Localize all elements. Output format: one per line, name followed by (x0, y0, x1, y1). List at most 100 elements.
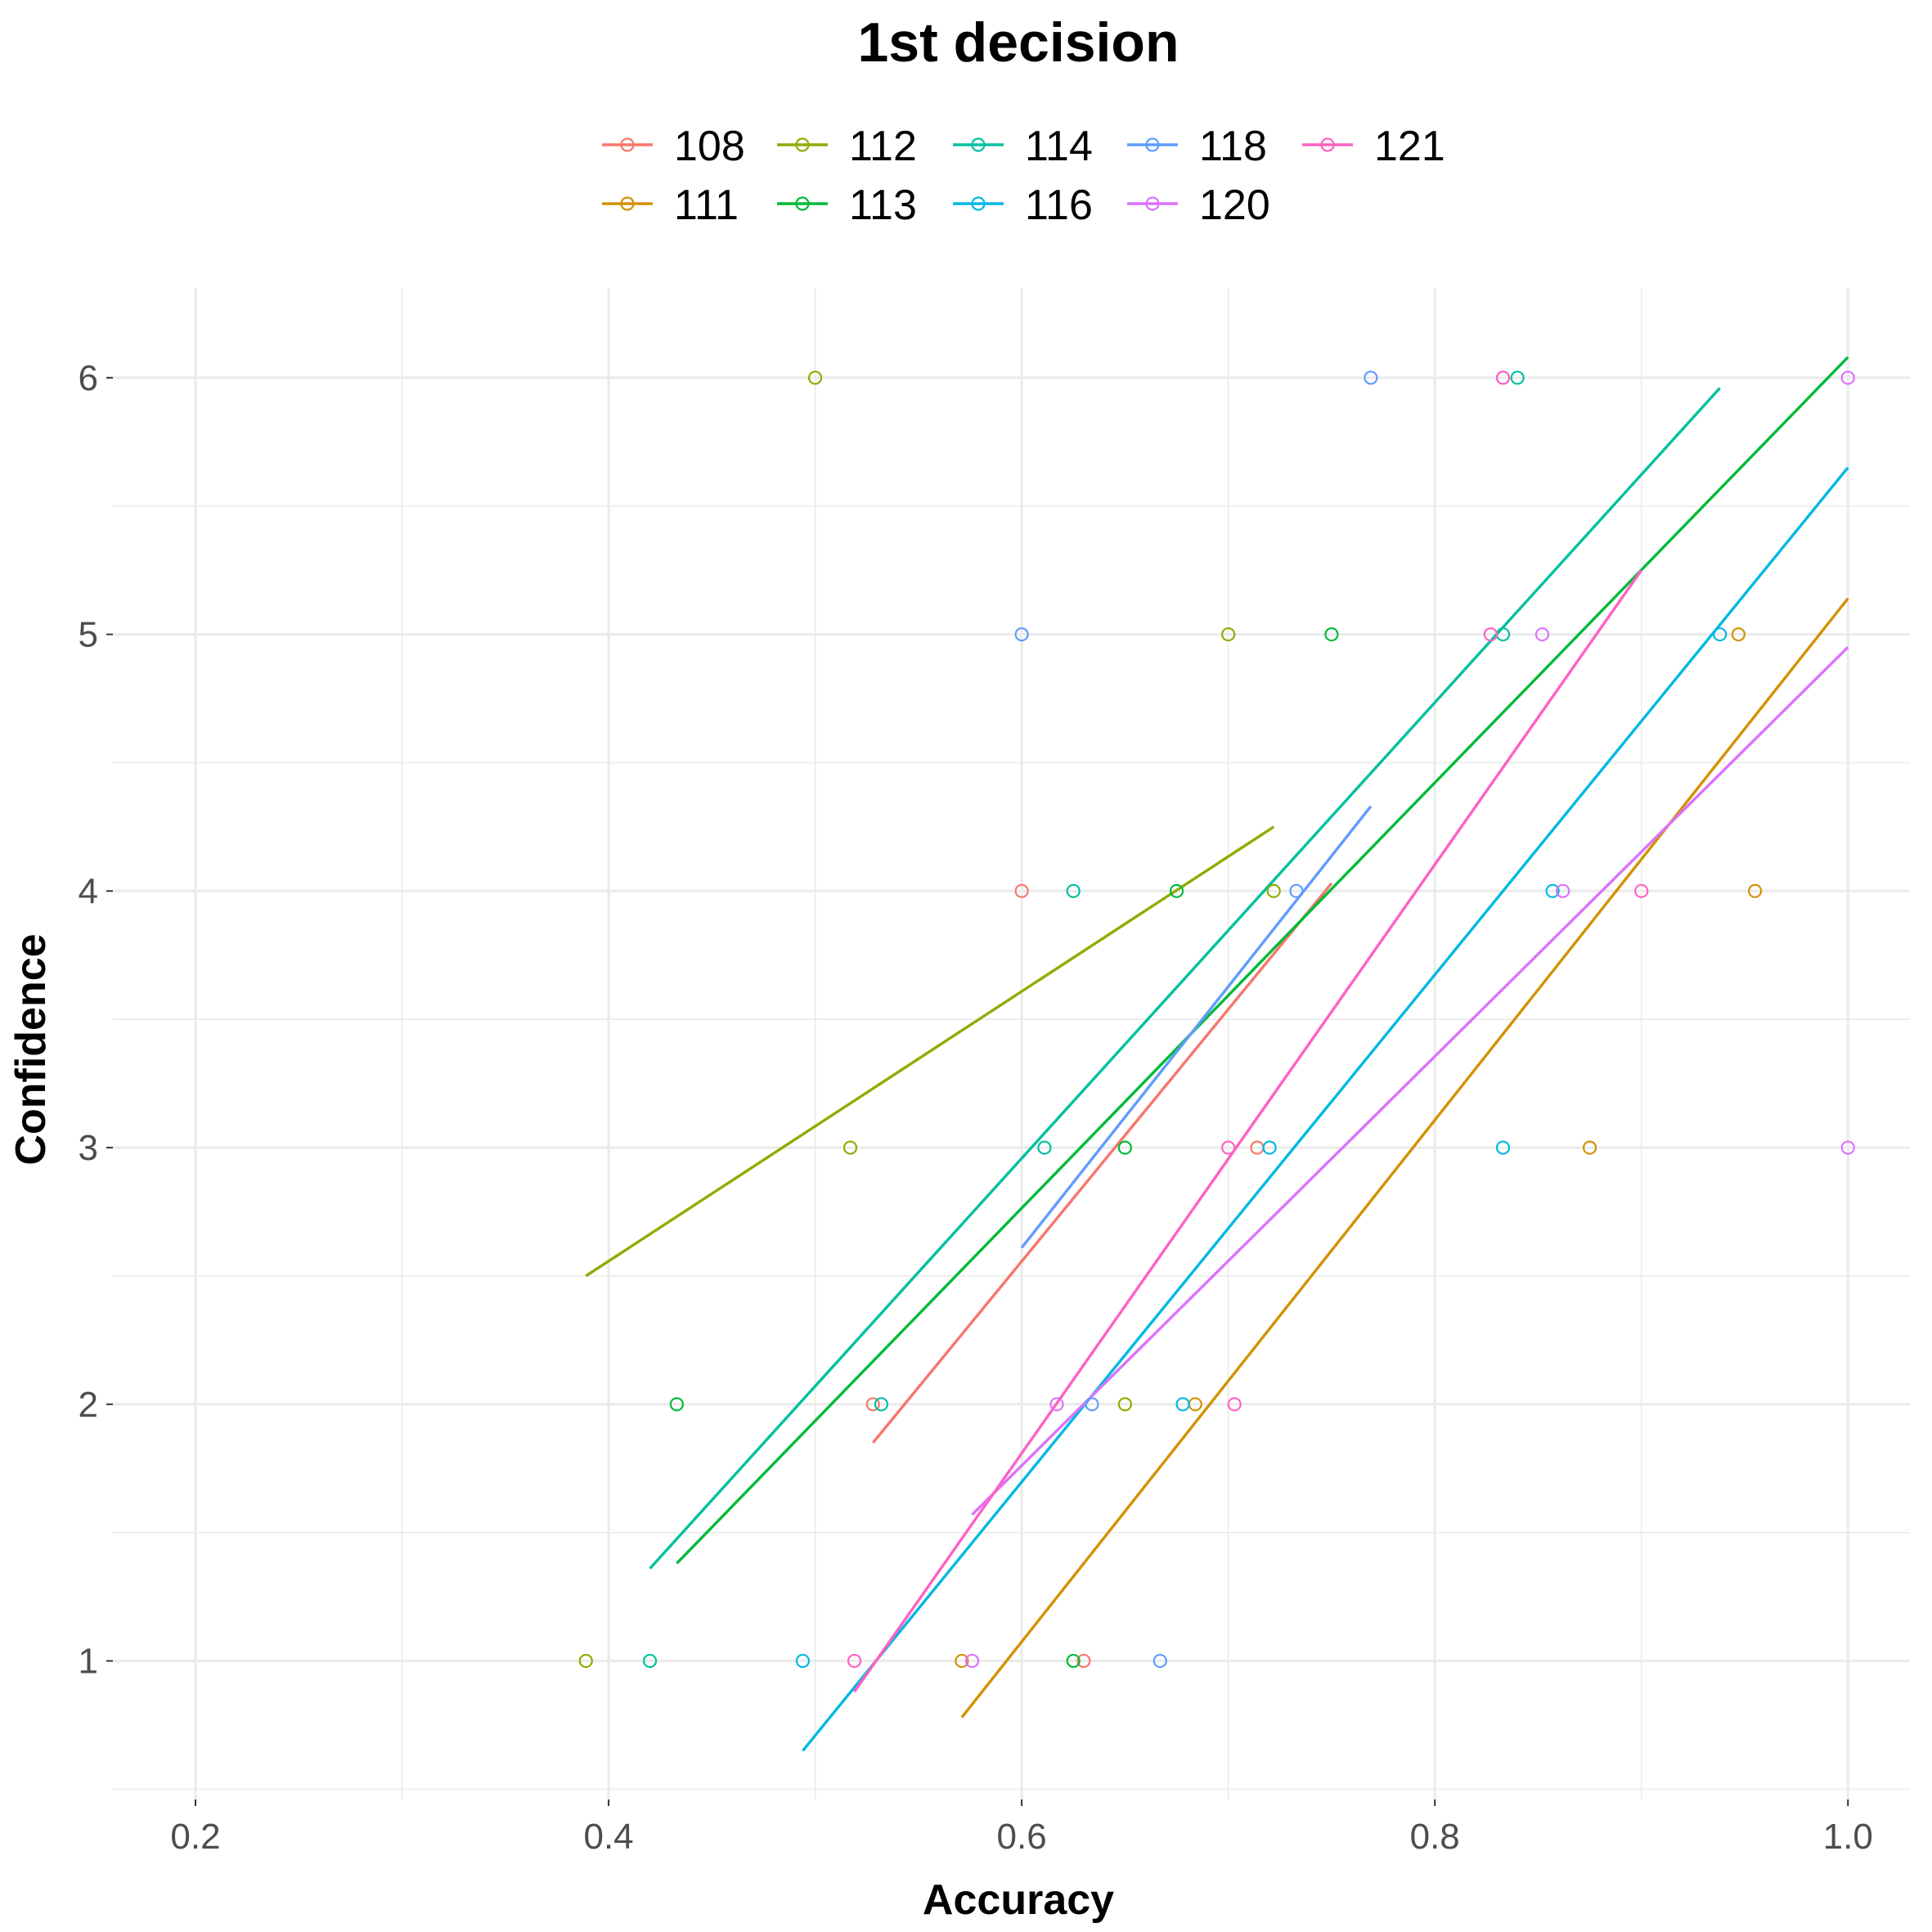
point-116 (1713, 627, 1728, 642)
legend-key-point (971, 137, 986, 152)
point-108 (1014, 883, 1029, 898)
point-116 (1262, 1140, 1277, 1155)
point-111 (955, 1653, 969, 1669)
point-121 (847, 1653, 862, 1669)
x-axis-title: Accuracy (923, 1876, 1114, 1924)
point-121 (1495, 371, 1511, 385)
point-120 (1534, 627, 1550, 642)
point-113 (1117, 1140, 1132, 1155)
legend-key-point (620, 196, 635, 211)
point-118 (1085, 1397, 1099, 1412)
point-111 (1731, 627, 1746, 642)
legend-label: 120 (1199, 182, 1270, 229)
y-axis-ticks: 1 2 3 4 5 6 (79, 358, 113, 1682)
point-120 (1556, 883, 1570, 898)
point-121 (1634, 883, 1649, 898)
point-116 (1175, 1397, 1190, 1412)
point-112 (842, 1140, 858, 1155)
point-118 (1289, 883, 1304, 898)
y-tick-label: 3 (79, 1128, 98, 1168)
point-112 (1221, 627, 1236, 642)
fit-line-112 (585, 825, 1275, 1278)
y-axis-title: Confidence (7, 933, 55, 1165)
point-112 (578, 1653, 593, 1669)
legend-label: 114 (1025, 123, 1093, 170)
legend-label: 108 (674, 123, 745, 170)
point-116 (1495, 1140, 1511, 1155)
legend-item-108: 108 (602, 123, 745, 170)
grid (113, 288, 1910, 1799)
x-tick-label: 0.8 (1410, 1817, 1460, 1857)
point-120 (1049, 1397, 1064, 1412)
legend-key-point (795, 137, 810, 152)
legend-item-113: 113 (777, 182, 917, 229)
fit-line-118 (1020, 805, 1373, 1249)
point-121 (1227, 1397, 1242, 1412)
x-tick-label: 1.0 (1823, 1817, 1873, 1857)
legend-item-112: 112 (777, 123, 917, 170)
x-tick-label: 0.6 (997, 1817, 1047, 1857)
x-axis-ticks: 0.2 0.4 0.6 0.8 1.0 (170, 1799, 1873, 1857)
fit-line-114 (649, 387, 1721, 1570)
fit-line-116 (802, 466, 1849, 1752)
legend-key-point (1145, 196, 1160, 211)
point-112 (1266, 883, 1281, 898)
point-120 (1840, 371, 1855, 385)
point-118 (1014, 627, 1029, 642)
legend-label: 121 (1374, 123, 1445, 170)
point-113 (669, 1397, 685, 1412)
point-114 (874, 1397, 889, 1412)
legend-item-111: 111 (602, 182, 739, 229)
point-116 (795, 1653, 811, 1669)
point-118 (1364, 371, 1378, 385)
point-121 (1221, 1140, 1236, 1155)
fit-line-111 (960, 597, 1849, 1719)
y-tick-label: 6 (79, 358, 98, 398)
legend-item-114: 114 (953, 123, 1093, 170)
point-114 (642, 1653, 658, 1669)
x-tick-label: 0.4 (583, 1817, 633, 1857)
fit-line-121 (853, 569, 1643, 1693)
point-118 (1152, 1653, 1167, 1669)
fit-line-108 (871, 882, 1333, 1444)
legend-key-point (1320, 137, 1335, 152)
point-114 (1510, 371, 1525, 385)
x-tick-label: 0.2 (170, 1817, 220, 1857)
legend-label: 116 (1025, 182, 1093, 229)
legend-label: 113 (849, 182, 917, 229)
fit-lines (585, 356, 1849, 1752)
point-116 (1545, 883, 1560, 898)
legend-label: 118 (1199, 123, 1267, 170)
legend-key-point (1145, 137, 1160, 152)
point-121 (1483, 627, 1498, 642)
point-111 (1582, 1140, 1597, 1155)
legend-key-point (620, 137, 635, 152)
legend-key-point (971, 196, 986, 211)
legend-item-118: 118 (1127, 123, 1267, 170)
legend-label: 112 (849, 123, 917, 170)
point-113 (1169, 883, 1184, 898)
y-tick-label: 4 (79, 871, 98, 911)
y-tick-label: 2 (79, 1385, 98, 1425)
fit-line-120 (971, 646, 1849, 1516)
legend: 108 111 112 113 114 116 118 120 121 (602, 123, 1445, 229)
point-108 (865, 1397, 880, 1412)
fit-line-113 (676, 356, 1849, 1565)
point-113 (1066, 1653, 1081, 1669)
point-114 (1066, 883, 1081, 898)
legend-label: 111 (674, 182, 739, 229)
legend-item-120: 120 (1127, 182, 1270, 229)
legend-item-121: 121 (1302, 123, 1445, 170)
point-120 (1840, 1140, 1855, 1155)
point-112 (807, 371, 823, 385)
point-108 (1076, 1653, 1091, 1669)
legend-item-116: 116 (953, 182, 1093, 229)
chart-title: 1st decision (857, 11, 1179, 74)
point-120 (964, 1653, 980, 1669)
point-111 (1748, 883, 1763, 898)
legend-key-point (795, 196, 810, 211)
point-112 (1117, 1397, 1132, 1412)
point-113 (1324, 627, 1339, 642)
